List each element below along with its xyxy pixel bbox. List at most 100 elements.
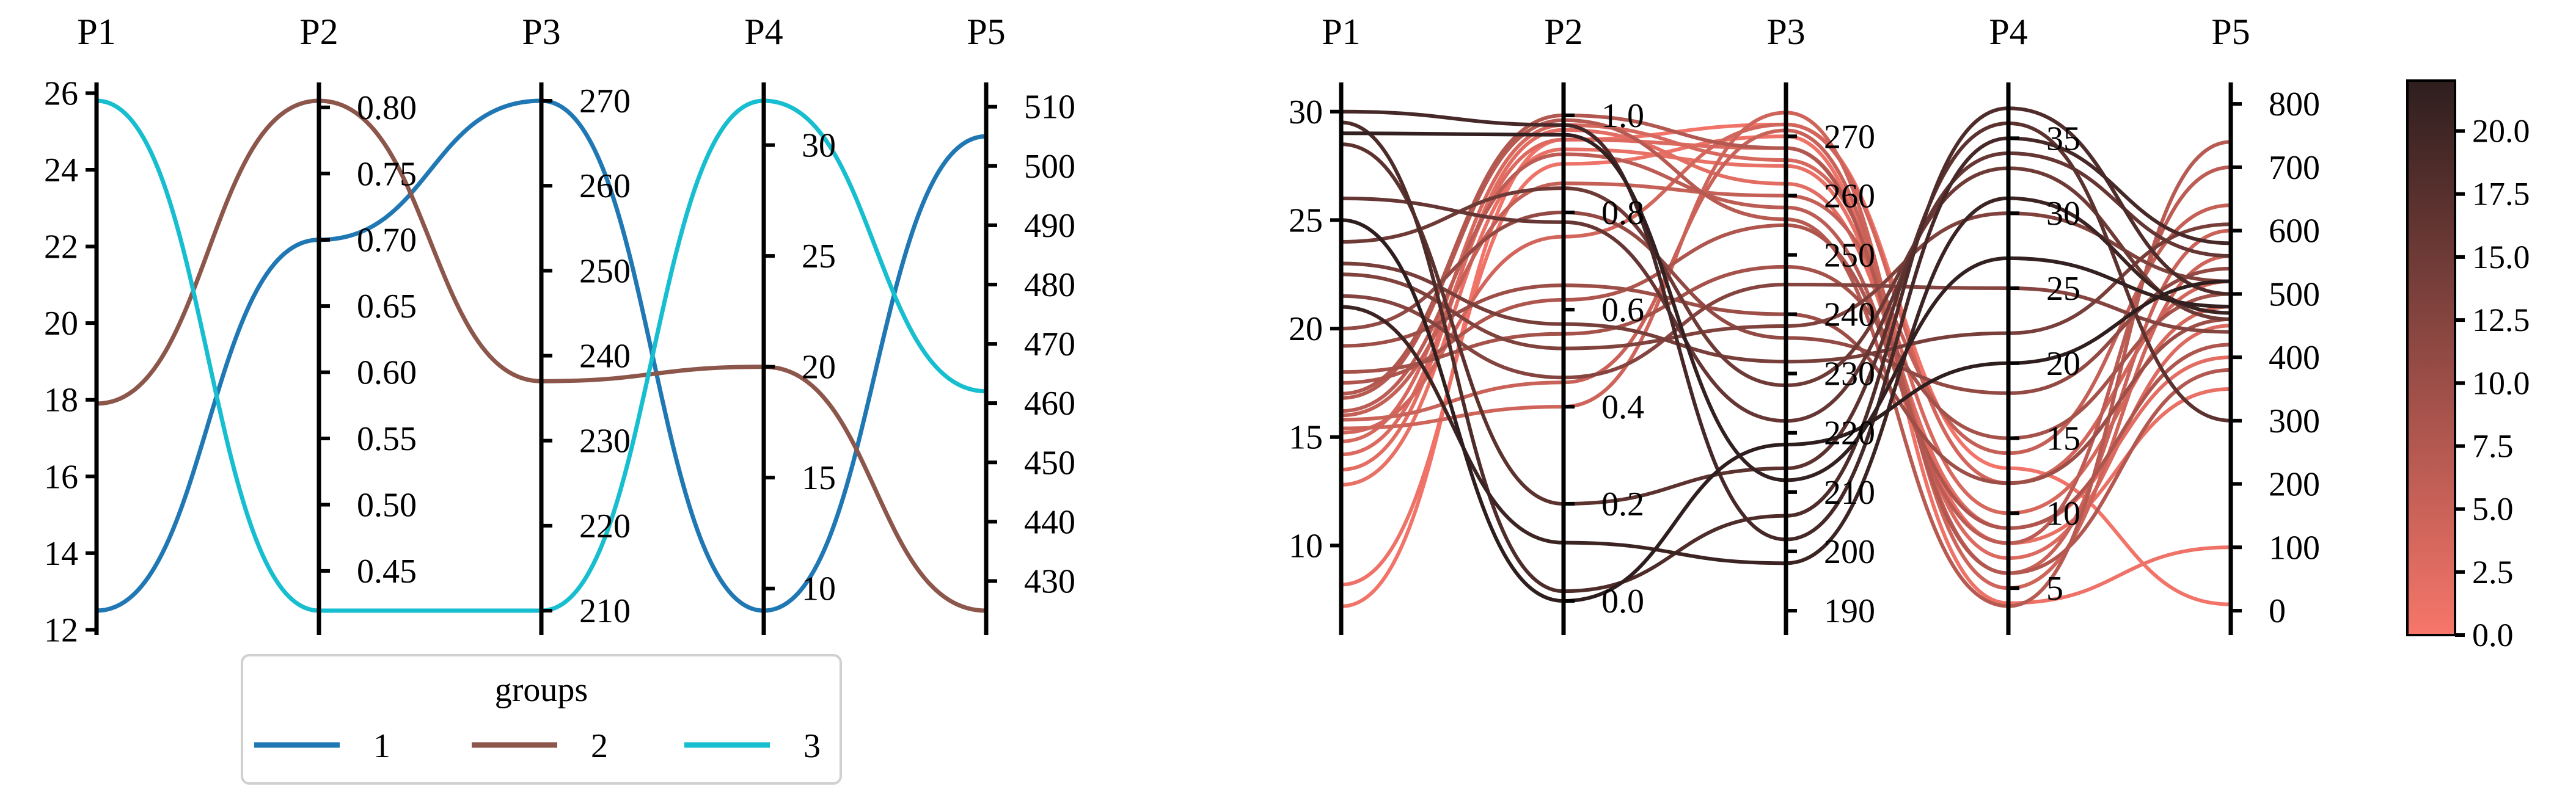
tick-label: 210 — [579, 592, 631, 630]
colorbar: 0.0 2.5 5.0 7.5 10.0 12.5 15.0 17.5 20.0 — [2406, 79, 2530, 653]
tick: 1.0 — [1564, 97, 1644, 135]
tick-label: 230 — [1824, 355, 1875, 393]
tick-label: 220 — [1824, 415, 1875, 452]
data-line — [1341, 223, 2231, 530]
colorbar-tick: 17.5 — [2455, 176, 2530, 213]
tick-label: 0.2 — [1601, 485, 1644, 523]
tick-label: 0.60 — [357, 354, 417, 392]
tick-label: 26 — [44, 74, 78, 112]
series-line-1 — [96, 98, 987, 613]
tick-label: 490 — [1024, 207, 1075, 245]
colorbar-tick-label: 20.0 — [2472, 113, 2530, 150]
colorbar-tick: 12.5 — [2455, 302, 2530, 338]
legend-label: 3 — [803, 727, 821, 765]
tick-label: 14 — [44, 535, 78, 573]
colorbar-tick-label: 7.5 — [2472, 427, 2514, 464]
tick: 30 — [764, 127, 836, 165]
series-line-2 — [96, 98, 987, 613]
axis-title: P3 — [1766, 12, 1805, 52]
axis-title: P2 — [1544, 12, 1583, 52]
tick: 0.45 — [319, 553, 417, 590]
tick-label: 30 — [1289, 93, 1323, 131]
axis-p5: P5 0 100 200 300 400 500 600 700 800 — [2211, 12, 2320, 635]
tick: 470 — [986, 325, 1075, 363]
tick: 460 — [986, 385, 1075, 423]
tick-label: 0.55 — [357, 420, 417, 458]
tick-label: 10 — [2046, 495, 2080, 532]
tick: 20 — [764, 349, 836, 387]
tick-label: 220 — [579, 507, 631, 545]
tick-label: 20 — [802, 349, 836, 387]
tick: 20 — [1289, 310, 1341, 348]
colorbar-tick-label: 12.5 — [2472, 302, 2530, 338]
tick: 0.55 — [319, 420, 417, 458]
tick: 450 — [986, 444, 1075, 482]
tick-label: 300 — [2269, 402, 2320, 440]
axis-title: P1 — [77, 12, 115, 52]
tick: 0.70 — [319, 222, 417, 260]
data-line — [1341, 282, 2231, 380]
tick: 10 — [764, 570, 836, 608]
colorbar-tick-label: 5.0 — [2472, 491, 2514, 528]
axis-title: P4 — [1989, 12, 2027, 52]
tick: 230 — [1786, 355, 1875, 393]
tick: 440 — [986, 503, 1075, 541]
tick: 12 — [44, 611, 97, 649]
data-line — [1341, 111, 2231, 590]
tick: 20 — [44, 305, 97, 343]
tick-label: 24 — [44, 151, 78, 189]
colorbar-tick: 15.0 — [2455, 239, 2530, 275]
tick: 10 — [2008, 495, 2080, 532]
tick-label: 510 — [1024, 89, 1075, 126]
tick-label: 25 — [2046, 270, 2080, 308]
tick-label: 100 — [2269, 529, 2320, 567]
axis-p2: P2 0.45 0.50 0.55 0.60 0.65 0.70 0.75 0.80 — [299, 12, 417, 635]
colorbar-tick: 0.0 — [2455, 617, 2514, 653]
tick: 0.75 — [319, 155, 417, 193]
tick: 20 — [2008, 345, 2080, 383]
colorbar-tick: 7.5 — [2455, 427, 2514, 464]
tick: 270 — [1786, 118, 1875, 156]
axis-p5: P5 430 440 450 460 470 480 490 500 510 — [967, 12, 1075, 635]
tick-label: 250 — [1824, 236, 1875, 274]
tick-label: 20 — [44, 305, 78, 343]
tick: 240 — [1786, 296, 1875, 334]
tick-label: 200 — [2269, 466, 2320, 504]
tick: 22 — [44, 228, 97, 266]
tick-label: 270 — [1824, 118, 1875, 156]
tick-label: 18 — [44, 382, 78, 420]
tick-label: 480 — [1024, 266, 1075, 304]
tick: 0.2 — [1564, 485, 1644, 523]
tick-label: 22 — [44, 228, 78, 266]
tick-label: 15 — [1289, 419, 1323, 457]
tick-label: 270 — [579, 82, 631, 120]
data-line — [1341, 151, 2231, 423]
axis-title: P5 — [2211, 12, 2250, 52]
tick-label: 10 — [802, 570, 836, 608]
tick-label: 25 — [1289, 202, 1323, 239]
tick: 250 — [541, 252, 631, 290]
tick: 25 — [2008, 270, 2080, 308]
data-line — [1341, 181, 2231, 456]
legend-entry-2: 2 — [472, 727, 608, 765]
tick-label: 25 — [802, 238, 836, 275]
tick: 16 — [44, 458, 97, 496]
data-line — [1341, 123, 2231, 515]
tick-label: 1.0 — [1601, 97, 1644, 135]
tick-label: 0.80 — [357, 89, 417, 127]
tick: 0.8 — [1564, 194, 1644, 232]
tick-label: 20 — [2046, 345, 2080, 383]
tick-label: 440 — [1024, 503, 1075, 541]
tick: 220 — [541, 507, 631, 545]
tick: 430 — [986, 562, 1075, 600]
tick: 500 — [986, 148, 1075, 186]
data-line — [1341, 196, 2231, 565]
tick: 210 — [541, 592, 631, 630]
tick-label: 15 — [802, 459, 836, 497]
tick-label: 0.4 — [1601, 388, 1644, 426]
legend-label: 2 — [591, 727, 608, 765]
colorbar-tick: 5.0 — [2455, 491, 2514, 528]
legend-entry-3: 3 — [684, 727, 821, 765]
legend-title: groups — [495, 671, 588, 709]
tick: 15 — [1289, 419, 1341, 457]
